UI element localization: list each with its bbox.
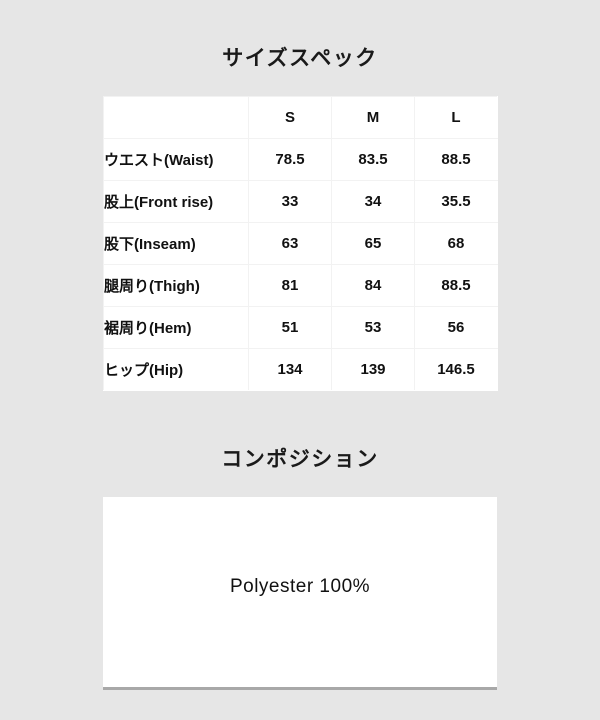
cell-hip-s: 134: [248, 348, 332, 391]
cell-inseam-s: 63: [248, 222, 332, 265]
table-row: 股上(Front rise) 33 34 35.5: [103, 180, 498, 223]
cell-front-rise-s: 33: [248, 180, 332, 223]
cell-front-rise-l: 35.5: [414, 180, 498, 223]
cell-thigh-s: 81: [248, 264, 332, 307]
cell-hip-m: 139: [331, 348, 415, 391]
size-spec-table: S M L ウエスト(Waist) 78.5 83.5 88.5 股上(Fron…: [103, 96, 498, 391]
cell-waist-s: 78.5: [248, 138, 332, 181]
table-row: 腿周り(Thigh) 81 84 88.5: [103, 264, 498, 307]
composition-panel: Polyester 100%: [103, 497, 497, 690]
column-header-m: M: [331, 96, 415, 139]
row-label-hem: 裾周り(Hem): [103, 306, 249, 349]
cell-inseam-m: 65: [331, 222, 415, 265]
cell-hem-m: 53: [331, 306, 415, 349]
cell-front-rise-m: 34: [331, 180, 415, 223]
composition-value: Polyester 100%: [229, 576, 371, 597]
cell-waist-l: 88.5: [414, 138, 498, 181]
table-row: 股下(Inseam) 63 65 68: [103, 222, 498, 265]
row-label-waist: ウエスト(Waist): [103, 138, 249, 181]
row-label-hip: ヒップ(Hip): [103, 348, 249, 391]
table-row: ヒップ(Hip) 134 139 146.5: [103, 348, 498, 391]
column-header-l: L: [414, 96, 498, 139]
size-spec-title: サイズスペック: [222, 47, 378, 70]
table-row: ウエスト(Waist) 78.5 83.5 88.5: [103, 138, 498, 181]
cell-inseam-l: 68: [414, 222, 498, 265]
size-spec-table-container: S M L ウエスト(Waist) 78.5 83.5 88.5 股上(Fron…: [103, 96, 498, 391]
table-row: 裾周り(Hem) 51 53 56: [103, 306, 498, 349]
cell-hem-l: 56: [414, 306, 498, 349]
cell-hip-l: 146.5: [414, 348, 498, 391]
column-header-measurement: [103, 96, 249, 139]
cell-thigh-m: 84: [331, 264, 415, 307]
row-label-front-rise: 股上(Front rise): [103, 180, 249, 223]
cell-hem-s: 51: [248, 306, 332, 349]
row-label-thigh: 腿周り(Thigh): [103, 264, 249, 307]
row-label-inseam: 股下(Inseam): [103, 222, 249, 265]
table-header-row: S M L: [103, 96, 498, 139]
composition-title: コンポジション: [221, 448, 379, 471]
column-header-s: S: [248, 96, 332, 139]
cell-thigh-l: 88.5: [414, 264, 498, 307]
cell-waist-m: 83.5: [331, 138, 415, 181]
